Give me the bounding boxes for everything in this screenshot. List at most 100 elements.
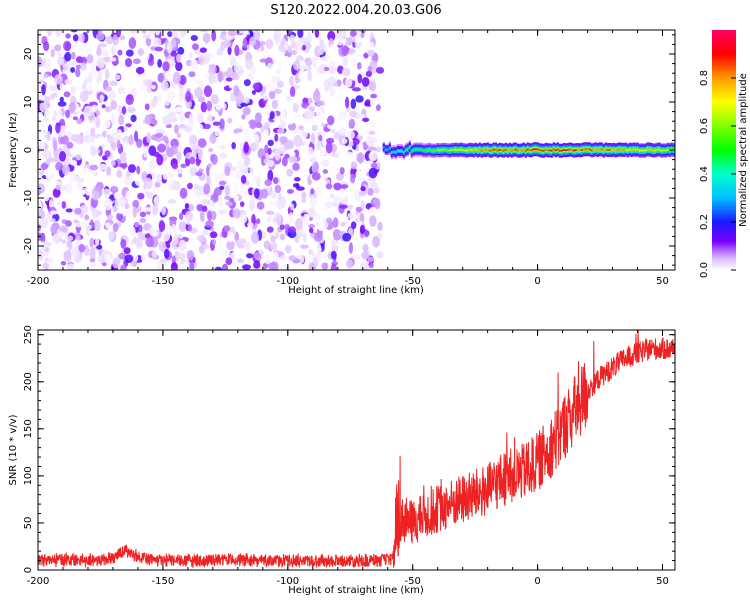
noise-cell: [338, 111, 348, 119]
noise-cell: [160, 258, 165, 264]
noise-cell: [174, 124, 179, 134]
band-cell: [434, 149, 437, 152]
y-tick-label: 200: [23, 372, 34, 391]
noise-cell: [322, 31, 329, 38]
noise-cell: [139, 211, 147, 218]
noise-cell: [350, 221, 357, 230]
noise-cell: [323, 44, 328, 53]
noise-cell: [48, 257, 54, 264]
noise-cell: [243, 96, 250, 104]
noise-cell: [59, 82, 66, 92]
noise-cell: [281, 156, 288, 167]
noise-cell: [116, 169, 123, 178]
noise-cell: [206, 100, 213, 112]
noise-cell: [215, 88, 224, 93]
noise-cell: [52, 233, 61, 245]
noise-cell: [264, 83, 271, 88]
noise-cell: [90, 145, 96, 156]
noise-cell: [248, 199, 256, 211]
band-cell: [604, 148, 607, 151]
noise-cell: [112, 223, 119, 233]
noise-cell: [91, 104, 98, 112]
x-tick-label: -200: [27, 276, 50, 287]
noise-cell: [369, 176, 377, 188]
noise-cell: [254, 112, 262, 125]
noise-cell: [54, 30, 62, 37]
band-cell: [588, 148, 591, 151]
band-cell: [450, 148, 453, 151]
noise-cell: [74, 207, 82, 215]
noise-cell: [62, 164, 71, 176]
noise-cell: [310, 132, 316, 144]
noise-cell: [138, 224, 143, 233]
noise-cell: [170, 138, 179, 149]
noise-cell: [267, 147, 272, 155]
noise-cell: [197, 123, 204, 136]
noise-cell: [301, 197, 307, 204]
noise-cell: [38, 139, 46, 150]
band-cell: [384, 148, 387, 151]
noise-cell: [124, 176, 133, 187]
noise-cell: [361, 260, 370, 265]
band-cell: [538, 149, 541, 152]
noise-cell: [376, 146, 382, 153]
band-cell: [486, 148, 489, 151]
band-cell: [522, 148, 525, 151]
noise-cell: [275, 231, 280, 240]
band-cell: [400, 149, 403, 152]
colorbar-gradient: [712, 30, 736, 270]
noise-cell: [74, 222, 84, 228]
colorbar-tick-label: 0.8: [699, 70, 710, 86]
noise-cell: [147, 227, 154, 234]
noise-cell: [63, 249, 72, 262]
noise-cell: [97, 70, 103, 81]
band-cell: [518, 149, 521, 152]
band-cell: [546, 149, 549, 152]
noise-cell: [104, 106, 113, 113]
noise-cell: [145, 237, 155, 248]
noise-cell: [313, 161, 320, 173]
band-cell: [644, 149, 647, 152]
noise-cell: [75, 68, 81, 78]
noise-cell: [105, 35, 114, 45]
noise-cell: [252, 133, 260, 144]
noise-cell: [47, 30, 54, 34]
band-cell: [426, 149, 429, 152]
noise-cell: [239, 201, 245, 207]
noise-cell: [155, 132, 164, 138]
noise-cell: [245, 123, 251, 129]
noise-cell: [277, 193, 283, 202]
noise-cell: [95, 32, 105, 41]
noise-cell: [301, 44, 307, 51]
noise-cell: [360, 200, 365, 209]
noise-cell: [103, 56, 112, 63]
noise-cell: [63, 66, 69, 71]
noise-cell: [80, 189, 86, 196]
noise-cell: [260, 69, 269, 80]
noise-cell: [265, 38, 274, 50]
noise-cell: [185, 217, 191, 225]
band-cell: [406, 148, 409, 151]
noise-cell: [69, 177, 74, 186]
noise-cell: [39, 101, 48, 113]
noise-cell: [153, 195, 162, 207]
noise-cell: [275, 69, 282, 74]
band-cell: [580, 149, 583, 152]
noise-cell: [135, 237, 143, 248]
noise-cell: [55, 122, 61, 134]
noise-cell: [141, 30, 147, 34]
noise-cell: [303, 122, 309, 134]
noise-cell: [323, 206, 330, 212]
noise-cell: [171, 144, 178, 155]
noise-cell: [227, 231, 234, 243]
noise-cell: [287, 45, 293, 54]
noise-cell: [367, 49, 375, 57]
noise-cell: [363, 52, 369, 59]
noise-cell: [171, 30, 179, 38]
noise-cell: [171, 38, 177, 49]
noise-cell: [285, 120, 294, 125]
noise-cell: [279, 224, 285, 230]
noise-cell: [344, 172, 352, 180]
noise-cell: [209, 199, 214, 206]
noise-cell: [243, 241, 251, 251]
